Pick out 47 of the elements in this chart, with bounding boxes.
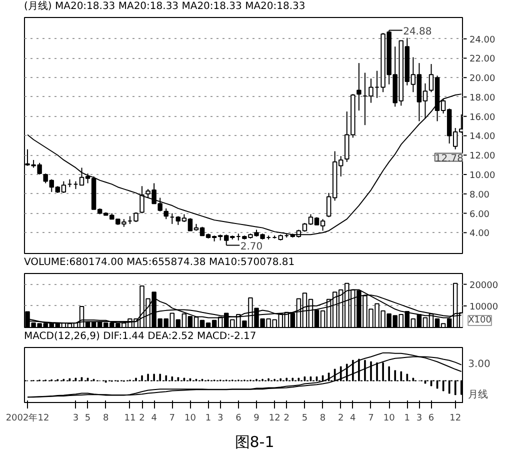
y-tick-label: 12.00 [469,152,496,162]
x-tick-label: 12 [450,414,462,424]
y-tick-label: 8.00 [469,190,490,200]
x-tick-label: 3 [217,414,224,424]
chart-title: (月线) MA20:18.33 MA20:18.33 MA20:18.33 MA20:18.33 [24,0,306,14]
x-tick-label: 2002年12 [6,412,50,424]
x-tick-label: 9 [254,414,260,424]
x-tick-label: 8 [320,414,326,424]
x-tick-label: 6 [236,414,242,424]
annotation: 24.88 [403,26,432,38]
x-tick-label: 8 [102,414,109,424]
x-tick-label: 2 [139,414,145,424]
y-tick-label: 6.00 [469,210,490,220]
text: X100 [468,316,492,326]
x-tick-label: 5 [84,414,91,424]
y-tick-label: 20000 [469,280,498,291]
x-tick-label: 1 [205,414,212,424]
y-tick-label: 22.00 [469,54,496,65]
y-tick-label: 10.00 [469,171,496,182]
x-tick-label: 10 [184,414,196,424]
text: 3.00 [468,358,490,370]
y-tick-label: 14.00 [469,132,496,142]
x-tick-label: 7 [169,414,176,424]
x-tick-label: 3 [416,414,422,424]
chart-title: VOLUME:680174.00 MA5:655874.38 MA10:570078.81 [24,256,295,270]
x-tick-label: 2 [284,414,290,424]
y-tick-label: 4.00 [469,229,490,240]
annotation: 2.70 [240,241,263,252]
x-tick-label: 12 [268,414,280,424]
y-tick-label: 20.00 [469,74,496,84]
x-tick-label: 6 [428,414,434,424]
x-tick-label: 4 [350,414,356,424]
x-tick-label: 5 [302,414,308,424]
y-tick-label: 24.00 [469,35,496,46]
y-tick-label: 10000 [469,302,498,312]
x-tick-label: 7 [368,414,374,424]
x-tick-label: 1 [404,414,410,424]
text: 月线 [468,388,488,400]
caption: 图8-1 [234,432,274,453]
x-tick-label: 11 [124,414,136,424]
x-tick-label: 10 [383,414,396,424]
y-tick-label: 18.00 [469,93,496,104]
y-tick-label: 16.00 [469,112,496,123]
chart-title: MACD(12,26,9) DIF:1.44 DEA:2.52 MACD:-2.17 [24,330,256,344]
x-tick-label: 4 [151,414,158,424]
x-tick-label: 2 [338,414,344,424]
x-tick-label: 3 [72,414,79,424]
